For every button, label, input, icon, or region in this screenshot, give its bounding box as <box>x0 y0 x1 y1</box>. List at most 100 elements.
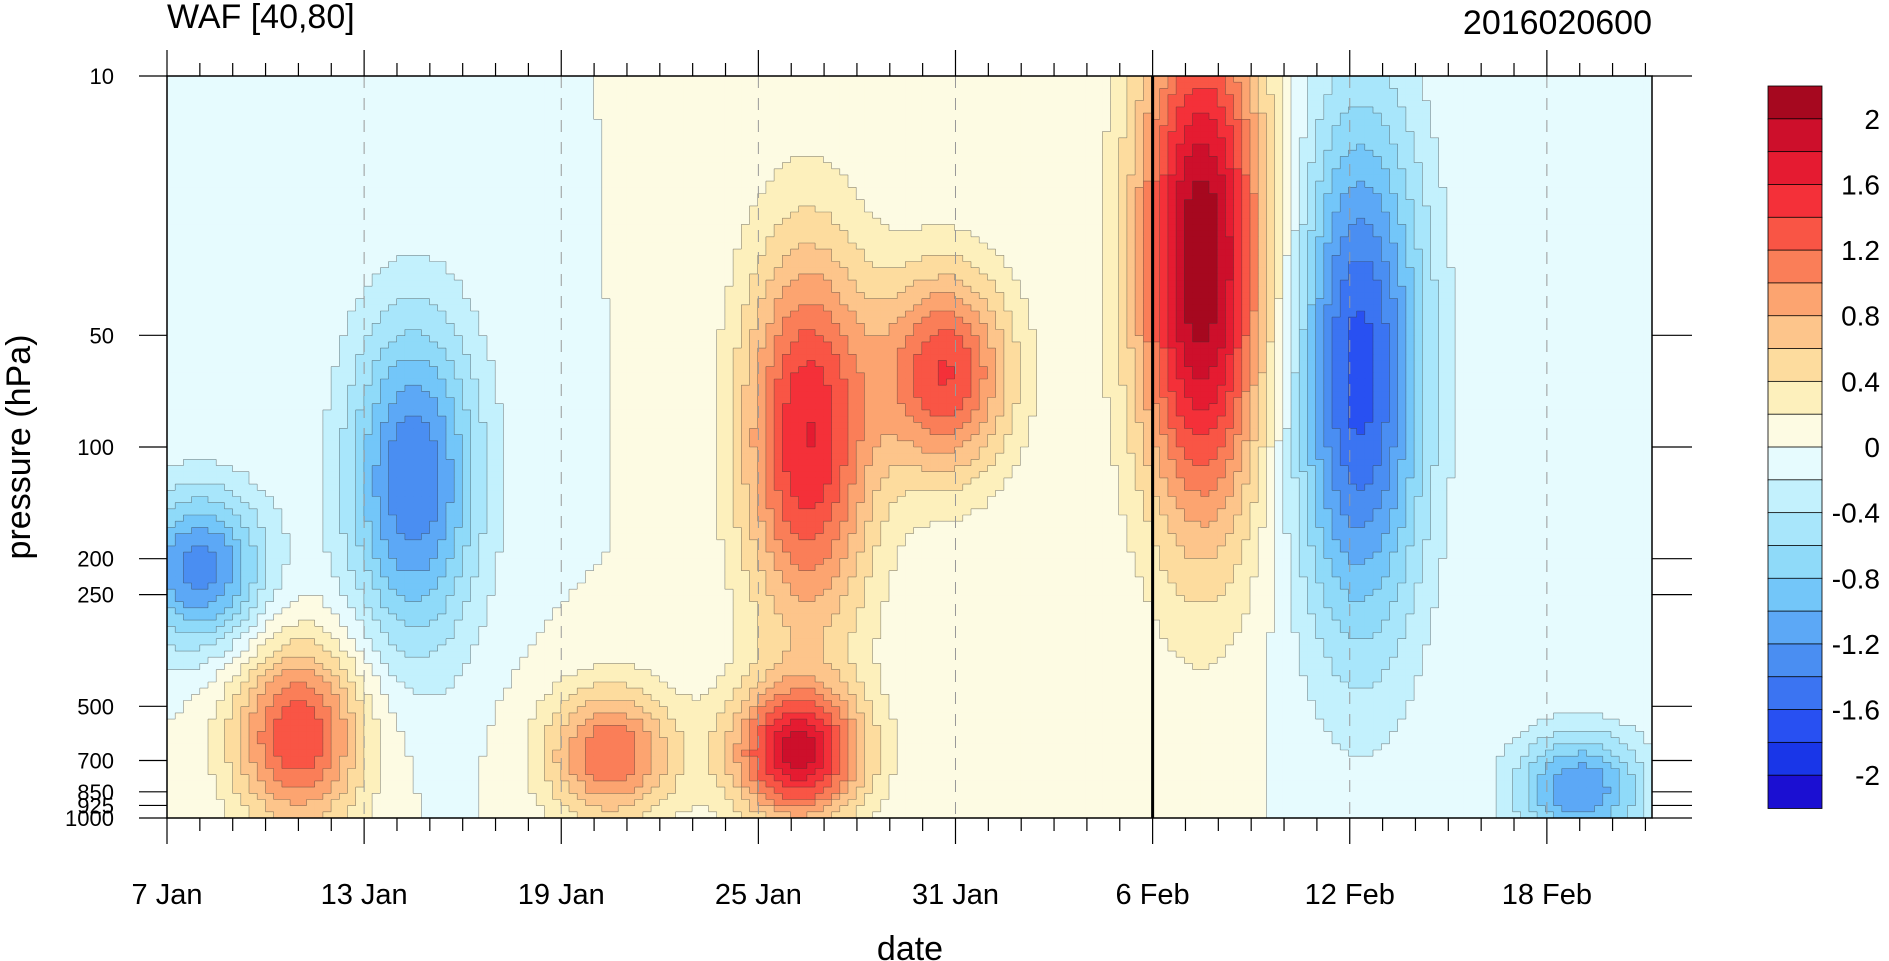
field-cell <box>429 113 439 120</box>
field-cell <box>1635 88 1645 96</box>
field-cell <box>544 168 554 176</box>
field-cell <box>864 193 874 201</box>
field-cell <box>700 106 710 114</box>
field-cell <box>265 144 275 151</box>
field-cell <box>1225 162 1235 170</box>
field-cell <box>322 156 332 164</box>
field-cell <box>503 76 513 83</box>
field-cell <box>347 125 357 133</box>
field-cell <box>355 76 365 83</box>
field-cell <box>905 156 915 164</box>
field-cell <box>1274 212 1284 219</box>
field-cell <box>1135 236 1144 244</box>
field-cell <box>1528 137 1538 145</box>
field-cell <box>872 94 882 102</box>
field-cell <box>1094 94 1103 102</box>
field-cell <box>183 94 193 102</box>
field-cell <box>634 162 644 170</box>
field-cell <box>208 199 217 207</box>
field-cell <box>1455 236 1464 244</box>
field-cell <box>1323 82 1333 89</box>
field-cell <box>683 125 693 133</box>
field-cell <box>741 100 751 108</box>
field-cell <box>954 131 964 139</box>
field-cell <box>897 187 906 195</box>
field-cell <box>208 150 217 157</box>
field-cell <box>864 224 874 232</box>
field-cell <box>396 168 406 176</box>
field-cell <box>749 113 759 120</box>
field-cell <box>216 131 226 139</box>
field-cell <box>240 150 250 157</box>
field-cell <box>1438 76 1448 83</box>
field-cell <box>1053 236 1062 244</box>
field-cell <box>905 106 915 114</box>
field-cell <box>298 224 308 232</box>
field-cell <box>651 162 660 170</box>
field-cell <box>1266 205 1276 213</box>
field-cell <box>1643 76 1652 83</box>
field-cell <box>314 137 324 145</box>
field-cell <box>1471 224 1481 232</box>
field-cell <box>716 174 726 182</box>
field-cell <box>1094 150 1103 157</box>
field-cell <box>249 125 258 133</box>
field-cell <box>445 137 455 145</box>
field-cell <box>1332 94 1341 102</box>
field-cell <box>1323 205 1333 213</box>
field-cell <box>1028 236 1038 244</box>
field-cell <box>199 162 209 170</box>
field-cell <box>1348 156 1358 164</box>
field-cell <box>1594 82 1604 89</box>
field-cell <box>1225 174 1235 182</box>
field-cell <box>1438 224 1448 232</box>
field-cell <box>938 174 948 182</box>
field-cell <box>314 242 324 250</box>
field-cell <box>1208 94 1218 102</box>
field-cell <box>322 205 332 213</box>
field-cell <box>1159 144 1169 151</box>
field-cell <box>1266 125 1276 133</box>
field-cell <box>716 100 726 108</box>
field-cell <box>1594 236 1604 244</box>
field-cell <box>757 187 767 195</box>
field-cell <box>1118 199 1128 207</box>
field-cell <box>659 144 669 151</box>
field-cell <box>462 230 472 238</box>
field-cell <box>462 187 472 195</box>
field-cell <box>913 162 923 170</box>
field-cell <box>798 199 808 207</box>
field-cell <box>757 88 767 96</box>
field-cell <box>987 174 997 182</box>
field-cell <box>1438 125 1448 133</box>
field-cell <box>1619 82 1628 89</box>
field-cell <box>1561 168 1571 176</box>
field-cell <box>1118 82 1128 89</box>
field-cell <box>1291 236 1300 244</box>
field-cell <box>1241 131 1251 139</box>
field-cell <box>1012 131 1021 139</box>
field-cell <box>544 205 554 213</box>
field-cell <box>421 94 431 102</box>
field-cell <box>642 205 652 213</box>
field-cell <box>823 212 833 219</box>
field-cell <box>495 187 504 195</box>
field-cell <box>1012 106 1021 114</box>
field-cell <box>355 242 365 250</box>
field-cell <box>1258 119 1267 127</box>
field-cell <box>872 168 882 176</box>
field-cell <box>388 88 398 96</box>
field-cell <box>232 82 242 89</box>
field-cell <box>757 125 767 133</box>
field-cell <box>733 119 742 127</box>
field-cell <box>1085 199 1095 207</box>
field-cell <box>790 236 800 244</box>
field-cell <box>856 224 865 232</box>
field-cell <box>897 150 906 157</box>
field-cell <box>240 119 250 127</box>
field-cell <box>175 212 184 219</box>
field-cell <box>495 230 504 238</box>
field-cell <box>634 125 644 133</box>
field-cell <box>388 218 398 225</box>
field-cell <box>946 94 956 102</box>
